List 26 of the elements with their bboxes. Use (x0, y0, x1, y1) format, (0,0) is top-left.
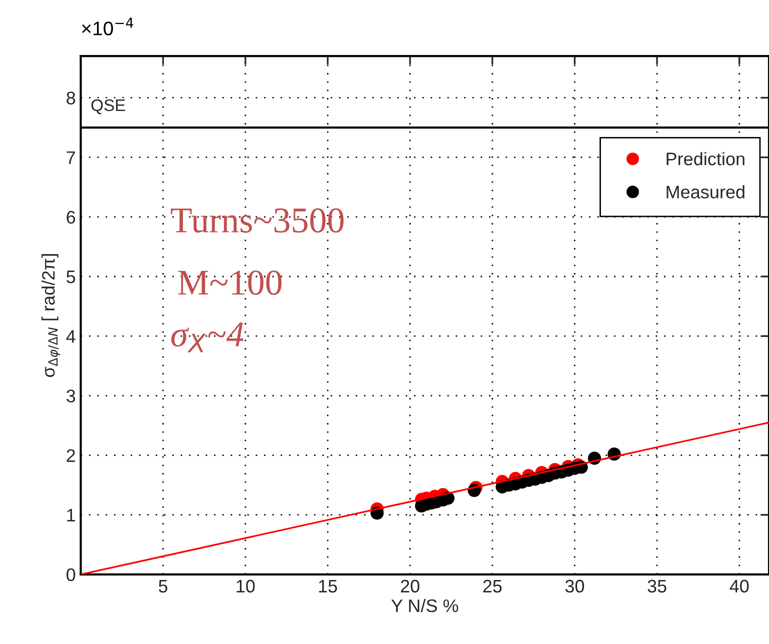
x-tick-label: 20 (400, 580, 420, 593)
y-tick-label: 5 (66, 270, 76, 284)
annotation: σ$_{X}$~4 (171, 322, 244, 352)
y-tick-label: 0 (66, 568, 76, 582)
y-tick-label: 2 (66, 449, 75, 462)
x-tick-label: 15 (319, 580, 338, 593)
x-tick-label: 5 (158, 580, 168, 593)
legend-label: Prediction (666, 152, 744, 166)
text: ×10$^{−4}$ (82, 18, 134, 36)
annotation: M~100 (178, 270, 282, 295)
y-axis-title: σ$_{Δφ/ΔN}$ [ rad/2π] (42, 254, 60, 377)
x-tick-label: 40 (730, 580, 749, 593)
annotation: Turns~3500 (170, 208, 344, 233)
ref-line-label: QSE (91, 99, 126, 114)
y-tick-label: 6 (66, 210, 76, 224)
legend-label: Measured (666, 185, 744, 198)
x-tick-label: 10 (236, 580, 255, 593)
y-tick-label: 8 (66, 92, 76, 104)
y-tick-label: 7 (66, 151, 75, 164)
y-tick-label: 4 (66, 330, 76, 343)
x-tick-label: 30 (565, 580, 584, 593)
x-tick-label: 25 (483, 580, 502, 593)
x-tick-label: 35 (648, 580, 666, 593)
x-axis-title: Y N/S % (391, 598, 458, 612)
y-tick-label: 1 (67, 508, 76, 522)
y-tick-label: 3 (66, 390, 76, 402)
